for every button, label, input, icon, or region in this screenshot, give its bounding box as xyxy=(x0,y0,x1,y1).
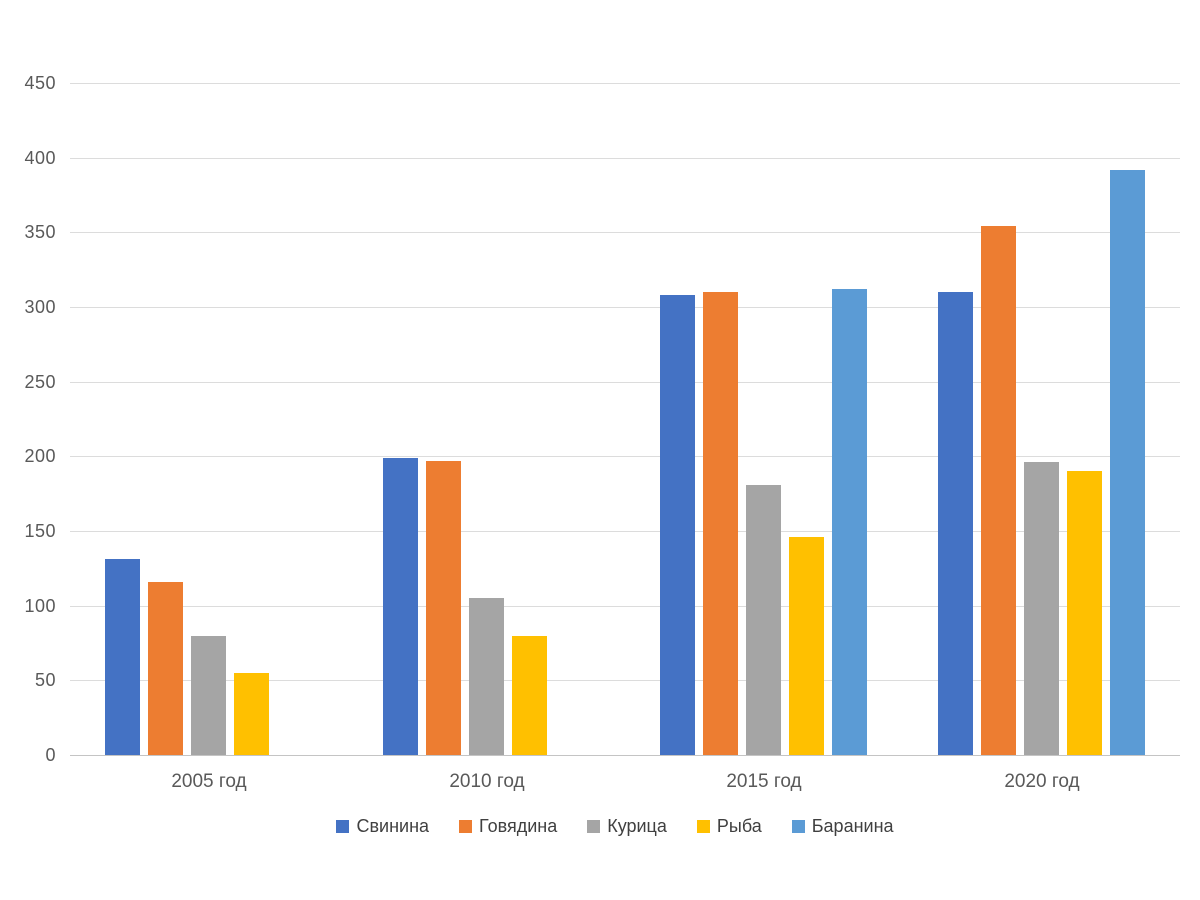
gridline-100 xyxy=(70,606,1180,607)
gridline-200 xyxy=(70,456,1180,457)
y-tick-label-0: 0 xyxy=(45,745,56,765)
legend-item-fish: Рыба xyxy=(696,816,762,837)
legend-label-fish: Рыба xyxy=(716,816,762,836)
legend-item-pork: Свинина xyxy=(336,816,429,837)
gridline-450 xyxy=(70,83,1180,84)
bar-fish-0 xyxy=(234,673,269,755)
bar-fish-1 xyxy=(512,636,547,755)
x-axis-label-0: 2005 год xyxy=(171,771,247,792)
gridline-350 xyxy=(70,232,1180,233)
y-tick-label-50: 50 xyxy=(34,670,56,690)
legend-swatch-beef xyxy=(459,820,473,833)
x-axis-label-1: 2010 год xyxy=(449,771,525,792)
legend-label-beef: Говядина xyxy=(479,816,558,836)
legend-item-chicken: Курица xyxy=(587,816,667,837)
bar-pork-0 xyxy=(105,559,140,755)
x-axis-label-3: 2020 год xyxy=(1004,771,1080,792)
bar-pork-3 xyxy=(938,292,973,755)
y-tick-label-200: 200 xyxy=(24,446,56,466)
bar-beef-0 xyxy=(148,582,183,755)
legend-label-chicken: Курица xyxy=(607,816,667,836)
y-tick-label-350: 350 xyxy=(24,222,56,242)
y-tick-label-400: 400 xyxy=(24,148,56,168)
bar-lamb-3 xyxy=(1110,170,1145,755)
gridline-150 xyxy=(70,531,1180,532)
gridline-50 xyxy=(70,680,1180,681)
bar-pork-2 xyxy=(660,295,695,755)
y-tick-label-100: 100 xyxy=(24,596,56,616)
x-axis-line xyxy=(70,755,1180,756)
bar-beef-2 xyxy=(703,292,738,755)
y-tick-label-250: 250 xyxy=(24,372,56,392)
legend-swatch-lamb xyxy=(791,820,805,833)
legend-swatch-fish xyxy=(696,820,710,833)
bar-beef-3 xyxy=(981,226,1016,755)
bar-chicken-1 xyxy=(469,598,504,755)
bar-chicken-2 xyxy=(746,485,781,755)
y-tick-label-450: 450 xyxy=(24,73,56,93)
legend-swatch-pork xyxy=(336,820,350,833)
legend-label-lamb: Баранина xyxy=(811,816,894,836)
bar-fish-2 xyxy=(789,537,824,755)
legend-swatch-chicken xyxy=(587,820,601,833)
legend: Свинина Говядина Курица Рыба Баранина xyxy=(0,816,1200,837)
y-tick-label-300: 300 xyxy=(24,297,56,317)
gridline-400 xyxy=(70,158,1180,159)
legend-label-pork: Свинина xyxy=(356,816,430,836)
legend-item-beef: Говядина xyxy=(459,816,557,837)
bar-pork-1 xyxy=(383,458,418,755)
x-axis-label-2: 2015 год xyxy=(726,771,802,792)
legend-item-lamb: Баранина xyxy=(791,816,894,837)
gridline-300 xyxy=(70,307,1180,308)
bar-chicken-0 xyxy=(191,636,226,755)
bar-chicken-3 xyxy=(1024,462,1059,755)
y-tick-label-150: 150 xyxy=(24,521,56,541)
gridline-250 xyxy=(70,382,1180,383)
bar-lamb-2 xyxy=(832,289,867,755)
bar-beef-1 xyxy=(426,461,461,755)
bar-fish-3 xyxy=(1067,471,1102,755)
